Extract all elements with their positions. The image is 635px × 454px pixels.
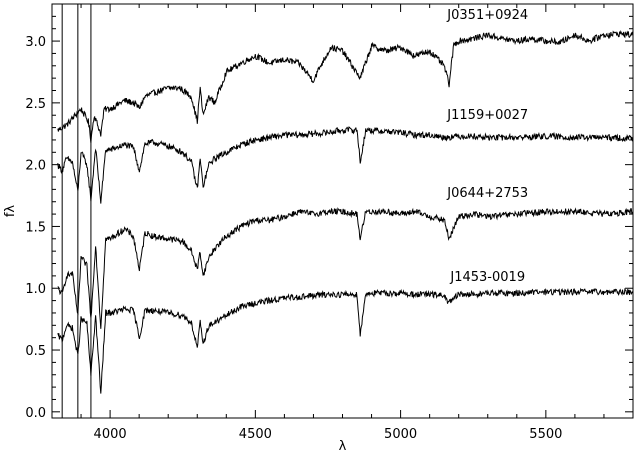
y-tick-label-1.5: 1.5 bbox=[25, 220, 46, 235]
x-tick-label-4000: 4000 bbox=[94, 427, 127, 442]
y-tick-label-3: 3.0 bbox=[25, 35, 46, 50]
vertical-reference-lines bbox=[61, 4, 92, 418]
y-tick-label-0.5: 0.5 bbox=[25, 344, 46, 359]
spectrum-line-J1159+0027 bbox=[57, 126, 634, 204]
y-tick-label-0: 0.0 bbox=[25, 406, 46, 421]
spectrum-line-J1453-0019 bbox=[57, 287, 633, 394]
x-tick-label-4500: 4500 bbox=[239, 427, 272, 442]
y-axis-ticks: 0.0 0.5 1.0 1.5 2.0 2.5 3.0 bbox=[25, 15, 633, 421]
series-label-J1159+0027: J1159+0027 bbox=[446, 108, 528, 123]
spectra-series bbox=[57, 29, 634, 394]
x-tick-label-5500: 5500 bbox=[529, 427, 562, 442]
x-axis-ticks: 4000 4500 5000 5500 bbox=[51, 4, 634, 442]
series-labels: J0351+0924 J1159+0027 J0644+2753 J1453-0019 bbox=[446, 8, 528, 285]
spectrum-line-J0644+2753 bbox=[57, 207, 634, 329]
series-label-J0351+0924: J0351+0924 bbox=[446, 8, 528, 23]
series-label-J0644+2753: J0644+2753 bbox=[446, 186, 528, 201]
spectrum-line-J0351+0924 bbox=[57, 29, 634, 143]
y-tick-label-2: 2.0 bbox=[25, 159, 46, 174]
y-axis-label: fλ bbox=[3, 205, 18, 218]
y-tick-label-2.5: 2.5 bbox=[25, 97, 46, 112]
y-tick-label-1: 1.0 bbox=[25, 282, 46, 297]
x-axis-label: λ bbox=[339, 439, 347, 454]
x-tick-label-5000: 5000 bbox=[384, 427, 417, 442]
series-label-J1453-0019: J1453-0019 bbox=[449, 270, 525, 285]
